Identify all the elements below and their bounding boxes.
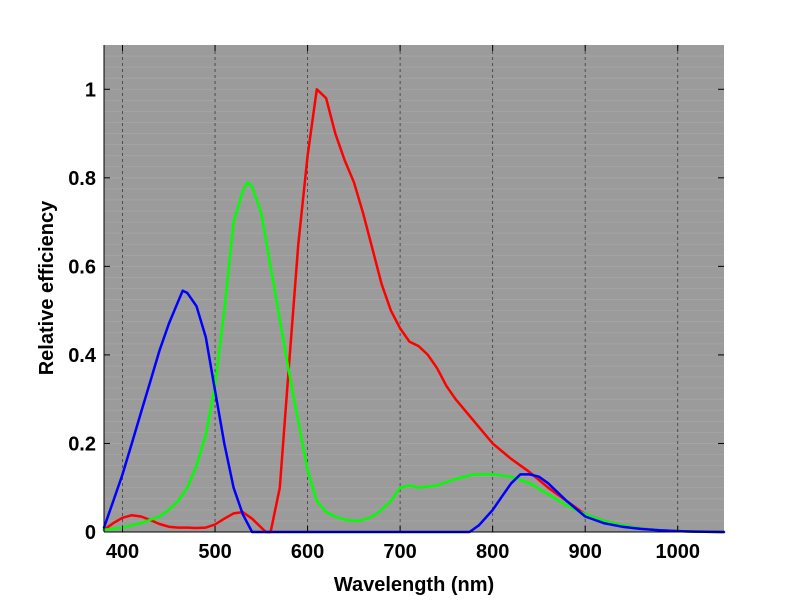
series-line-2 [102, 180, 726, 534]
x-axis-label: Wavelength (nm) [334, 574, 494, 596]
y-ticks: 0 0.2 0.4 0.6 0.8 1 [68, 79, 724, 544]
y-axis-label: Relative efficiency [36, 200, 58, 375]
axes [103, 45, 724, 533]
y-tick-label: 0.2 [68, 433, 96, 455]
y-tick-label: 0.6 [68, 256, 96, 278]
y-tick-label: 0.8 [68, 168, 96, 190]
x-tick-label: 1000 [655, 541, 700, 563]
x-tick-label: 500 [198, 541, 231, 563]
y-tick-label: 0 [85, 522, 96, 544]
x-tick-label: 900 [569, 541, 602, 563]
x-tick-label: 700 [383, 541, 416, 563]
x-tick-label: 600 [291, 541, 324, 563]
y-tick-label: 1 [85, 79, 96, 101]
y-tick-label: 0.4 [68, 345, 97, 367]
x-tick-label: 800 [476, 541, 509, 563]
x-ticks: 400 500 600 700 800 900 1000 [106, 45, 700, 563]
series-line-1 [102, 88, 726, 534]
x-tick-label: 400 [106, 541, 139, 563]
